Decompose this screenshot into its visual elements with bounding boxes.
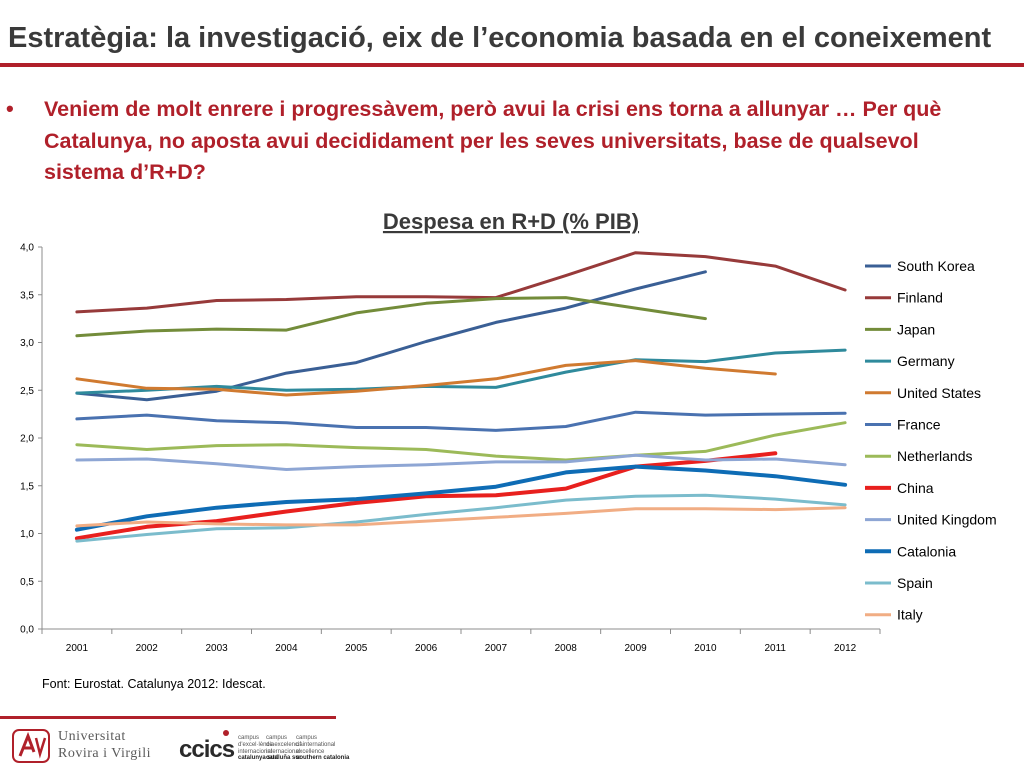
- title-divider: [0, 63, 1024, 67]
- series-line-south-korea: [75, 270, 707, 402]
- legend-label-south-korea: South Korea: [897, 258, 975, 274]
- campus-cat-bold: catalunya sud: [238, 755, 279, 762]
- series-line-germany: [75, 348, 847, 395]
- campus-es-line3: internacional: [266, 748, 301, 755]
- ccics-logo-text: ccics: [179, 736, 235, 763]
- campus-en-bold: southern catalonia: [296, 755, 350, 762]
- legend-label-germany: Germany: [897, 353, 955, 369]
- x-tick-label: 2012: [834, 643, 857, 654]
- y-tick-label: 1,0: [20, 529, 34, 540]
- urv-logo-icon: [12, 729, 50, 763]
- legend-label-united-states: United States: [897, 385, 981, 401]
- series-line-united-states: [75, 359, 777, 397]
- legend-label-japan: Japan: [897, 321, 935, 337]
- y-axis-ticks: 0,0 0,5 1,0 1,5 2,0 2,5 3,0 3,5 4,0: [20, 243, 42, 636]
- rd-spending-line-chart: Despesa en R+D (% PIB) 0,0 0,5 1,0 1,5 2,0 2,…: [20, 209, 997, 654]
- campus-english-text: campus of international excellence south…: [296, 735, 350, 762]
- series-line-netherlands: [75, 421, 847, 462]
- chart-series-lines: [74, 251, 848, 543]
- x-tick-label: 2009: [624, 643, 647, 654]
- campus-spanish-text: campus de excelencia internacional catal…: [266, 735, 308, 762]
- legend-label-china: China: [897, 480, 934, 496]
- campus-es-bold: cataluña sur: [266, 755, 302, 762]
- series-line-finland: [75, 251, 847, 314]
- x-tick-label: 2006: [415, 643, 438, 654]
- y-tick-label: 1,5: [20, 481, 34, 492]
- series-line-italy: [75, 506, 847, 528]
- campus-catalan-text: campus d'excel·lència internacional cata…: [238, 735, 280, 762]
- x-tick-label: 2002: [136, 643, 159, 654]
- legend-label-netherlands: Netherlands: [897, 448, 973, 464]
- legend-label-france: France: [897, 417, 941, 433]
- chart-title: Despesa en R+D (% PIB): [383, 209, 639, 234]
- x-axis-ticks: 2001 2002 2003 2004 2005 2006 2007 2008 2009 2010…: [41, 629, 881, 654]
- campus-es-line1: campus: [266, 735, 288, 741]
- campus-cat-line1: campus: [238, 735, 260, 741]
- y-tick-label: 2,5: [20, 386, 34, 397]
- x-tick-label: 2003: [205, 643, 228, 654]
- series-line-spain: [75, 493, 847, 543]
- legend-label-finland: Finland: [897, 290, 943, 306]
- urv-name-line2: Rovira i Virgili: [58, 746, 151, 761]
- x-tick-label: 2010: [694, 643, 717, 654]
- x-tick-label: 2008: [555, 643, 578, 654]
- footer-divider: [0, 716, 336, 719]
- y-tick-label: 2,0: [20, 434, 34, 445]
- legend-label-united-kingdom: United Kingdom: [897, 512, 997, 528]
- y-tick-label: 0,0: [20, 625, 34, 636]
- x-tick-label: 2011: [764, 643, 786, 654]
- series-line-united-kingdom: [75, 453, 847, 471]
- series-line-catalonia: [74, 464, 848, 532]
- x-tick-label: 2004: [275, 643, 298, 654]
- legend-label-catalonia: Catalonia: [897, 543, 956, 559]
- campus-es-line2: de excelencia: [266, 741, 303, 748]
- ccics-logo: ccics: [179, 730, 236, 763]
- campus-en-line2: of international: [296, 741, 336, 748]
- campus-en-line1: campus: [296, 735, 318, 741]
- x-tick-label: 2007: [485, 643, 508, 654]
- campus-cat-line3: internacional: [238, 748, 273, 755]
- legend-label-italy: Italy: [897, 607, 923, 623]
- legend-label-spain: Spain: [897, 575, 933, 591]
- urv-name-line1: Universitat: [58, 729, 126, 744]
- campus-en-line3: excellence: [296, 748, 325, 755]
- y-tick-label: 0,5: [20, 577, 34, 588]
- y-tick-label: 3,5: [20, 290, 34, 301]
- series-line-france: [75, 410, 847, 432]
- chart-legend: South Korea Finland Japan Germany United Sta…: [865, 258, 997, 623]
- x-tick-label: 2001: [66, 643, 89, 654]
- slide-title: Estratègia: la investigació, eix de l’ec…: [8, 22, 992, 54]
- bullet-text: Veniem de molt enrere i progressàvem, pe…: [44, 97, 942, 184]
- y-tick-label: 4,0: [20, 243, 34, 254]
- x-tick-label: 2005: [345, 643, 368, 654]
- campus-cat-line2: d'excel·lència: [238, 741, 275, 748]
- y-tick-label: 3,0: [20, 338, 34, 349]
- bullet-marker: •: [6, 96, 14, 121]
- series-line-japan: [75, 296, 707, 338]
- source-note: Font: Eurostat. Catalunya 2012: Idescat.: [42, 677, 266, 691]
